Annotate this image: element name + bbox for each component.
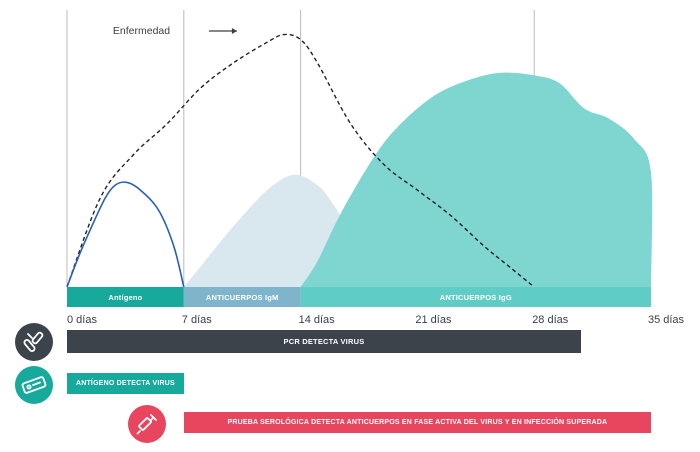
antigen-bar: ANTÍGENO DETECTA VIRUS	[67, 373, 184, 394]
x-tick-label-14: 14 días	[299, 314, 336, 326]
test-tube-icon	[15, 323, 53, 361]
disease-annotation: Enfermedad	[113, 25, 170, 37]
phase-band-2	[300, 287, 651, 307]
antigen-curve	[66, 181, 185, 288]
phase-band-label-1: ANTICUERPOS IgM	[206, 293, 279, 302]
x-tick-label-7: 7 días	[182, 314, 212, 326]
x-tick-label-28: 28 días	[532, 314, 569, 326]
phase-band-0	[67, 287, 184, 307]
x-tick-label-0: 0 días	[67, 314, 97, 326]
pcr-bar: PCR DETECTA VIRUS	[67, 330, 581, 353]
rapid-test-icon	[15, 366, 53, 404]
phase-band-label-2: ANTICUERPOS IgG	[440, 293, 512, 302]
x-tick-label-21: 21 días	[415, 314, 452, 326]
annotation-arrow-head	[231, 28, 237, 34]
serology-bar: PRUEBA SEROLÓGICA DETECTA ANTICUERPOS EN…	[183, 412, 651, 433]
x-tick-label-35: 35 días	[648, 314, 685, 326]
phase-band-1	[183, 287, 301, 307]
area-series-3	[300, 72, 653, 287]
phase-band-label-0: Antígeno	[108, 293, 142, 302]
syringe-icon	[128, 405, 166, 443]
